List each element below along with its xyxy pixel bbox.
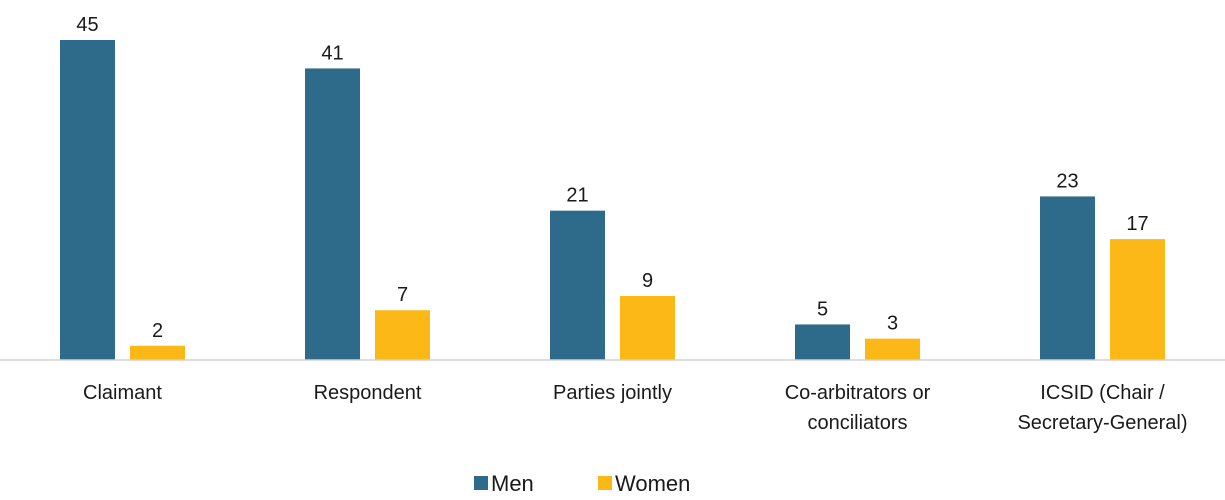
legend: Men Women [474, 471, 690, 496]
bar-men-3 [795, 324, 850, 360]
category-label-line: Respondent [314, 382, 422, 404]
bar-men-4 [1040, 196, 1095, 360]
labels-layer: 45 2 Claimant 41 7 Respondent 21 9 Parties joint… [76, 14, 1187, 434]
legend-swatch-men [474, 476, 488, 490]
category-label-line: Secretary-General) [1017, 412, 1187, 434]
bar-women-2 [620, 296, 675, 360]
bars-layer [60, 40, 1165, 360]
bar-men-1 [305, 68, 360, 360]
category-label-0: Claimant [83, 382, 162, 404]
data-label-women-1: 7 [397, 284, 408, 306]
category-label-line: Claimant [83, 382, 162, 404]
bar-women-0 [130, 345, 185, 360]
category-label-line: ICSID (Chair / [1040, 382, 1165, 404]
category-label-3: Co-arbitrators or conciliators [785, 382, 931, 434]
legend-label-men: Men [491, 471, 534, 496]
category-label-line: Parties jointly [553, 382, 672, 404]
category-label-1: Respondent [314, 382, 422, 404]
data-label-men-4: 23 [1056, 170, 1078, 192]
category-label-2: Parties jointly [553, 382, 672, 404]
data-label-men-1: 41 [321, 42, 343, 64]
category-label-line: Co-arbitrators or [785, 382, 931, 404]
bar-men-2 [550, 210, 605, 360]
data-label-men-2: 21 [566, 185, 588, 207]
data-label-men-0: 45 [76, 14, 98, 36]
category-label-4: ICSID (Chair / Secretary-General) [1017, 382, 1187, 434]
data-label-women-0: 2 [152, 320, 163, 342]
bar-men-0 [60, 40, 115, 360]
data-label-women-4: 17 [1126, 213, 1148, 235]
data-label-men-3: 5 [817, 298, 828, 320]
data-label-women-3: 3 [887, 313, 898, 335]
bar-women-3 [865, 338, 920, 360]
legend-label-women: Women [615, 471, 690, 496]
bar-women-4 [1110, 239, 1165, 360]
bar-women-1 [375, 310, 430, 360]
data-label-women-2: 9 [642, 270, 653, 292]
category-label-line: conciliators [807, 412, 907, 434]
legend-swatch-women [598, 476, 612, 490]
